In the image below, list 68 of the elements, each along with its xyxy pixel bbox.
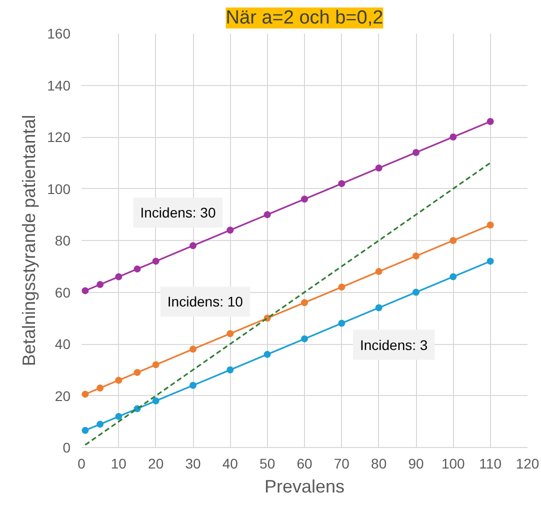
y-tick-label: 40: [54, 336, 71, 352]
point: [134, 368, 141, 376]
x-tick-label: 20: [148, 456, 164, 472]
point: [450, 237, 457, 244]
x-tick-label: 40: [222, 456, 238, 472]
x-tick-label: 0: [78, 456, 86, 472]
point: [301, 299, 308, 306]
x-tick-label: 80: [371, 456, 387, 472]
point: [301, 196, 308, 203]
x-tick-label: 30: [185, 456, 201, 472]
point: [152, 397, 160, 404]
point: [264, 350, 271, 358]
point: [486, 221, 494, 228]
point: [226, 226, 234, 234]
y-tick-label: 20: [54, 388, 71, 404]
point: [152, 258, 160, 265]
y-tick-label: 160: [47, 26, 71, 42]
point: [152, 361, 160, 368]
x-tick-label: 90: [408, 456, 424, 472]
chart-title: När a=2 och b=0,2: [226, 8, 384, 28]
y-axis-title: Betalningsstyrande patientantal: [19, 114, 40, 366]
point: [82, 287, 89, 294]
point: [190, 382, 196, 389]
point: [375, 304, 382, 312]
point: [375, 268, 382, 276]
point: [338, 320, 346, 327]
y-tick-label: 140: [47, 77, 71, 94]
point: [82, 390, 89, 398]
point: [450, 273, 457, 280]
point: [115, 376, 122, 384]
point: [338, 180, 346, 188]
x-tick-label: 110: [479, 456, 502, 472]
point: [450, 134, 457, 140]
y-tick-label: 100: [47, 180, 71, 197]
x-tick-label: 120: [516, 456, 540, 472]
point: [96, 384, 104, 392]
point: [264, 211, 271, 218]
x-tick-label: 60: [296, 456, 312, 472]
point: [338, 284, 346, 291]
x-tick-label: 70: [334, 456, 350, 472]
point: [412, 288, 420, 296]
point: [486, 118, 494, 125]
y-tick-label: 60: [54, 284, 71, 300]
point: [96, 280, 104, 288]
y-tick-label: 120: [47, 129, 71, 145]
y-tick-label: 0: [62, 440, 71, 456]
point: [301, 335, 308, 342]
point: [486, 258, 494, 265]
point: [412, 252, 420, 260]
point: [115, 412, 122, 420]
point: [412, 149, 420, 156]
point: [375, 164, 382, 172]
y-tick-label: 80: [54, 232, 71, 248]
series-label: Incidens: 3: [360, 336, 428, 353]
series-label: Incidens: 10: [167, 294, 244, 310]
x-axis-title: Prevalens: [264, 476, 345, 496]
series-label: Incidens: 30: [140, 204, 216, 221]
x-tick-label: 10: [110, 456, 127, 472]
point: [115, 273, 122, 280]
point: [134, 265, 141, 272]
point: [96, 420, 104, 428]
point: [82, 426, 89, 434]
point: [190, 242, 196, 250]
point: [190, 346, 196, 353]
point: [226, 330, 234, 338]
x-tick-label: 100: [441, 456, 466, 472]
point: [226, 366, 234, 374]
x-tick-label: 50: [260, 456, 276, 472]
